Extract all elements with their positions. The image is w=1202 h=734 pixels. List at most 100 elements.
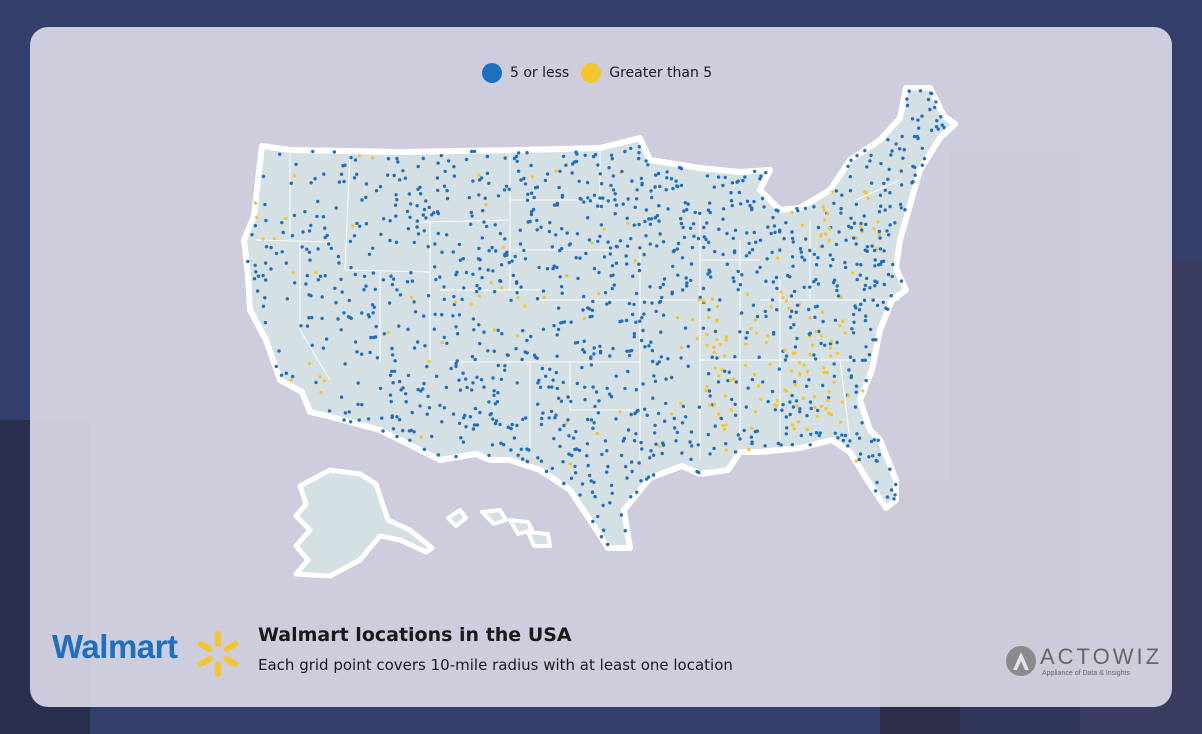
location-dot-low (284, 371, 288, 375)
location-dot-low (871, 298, 875, 302)
location-dot-low (775, 286, 779, 291)
location-dot-low (721, 252, 725, 257)
location-dot-low (473, 357, 477, 362)
location-dot-low (639, 440, 643, 445)
location-dot-low (370, 303, 375, 307)
location-dot-low (334, 301, 338, 305)
location-dot-low (454, 361, 458, 366)
location-dot-low (773, 230, 777, 235)
location-dot-low (347, 298, 351, 303)
location-dot-low (661, 313, 666, 317)
location-dot-low (333, 286, 337, 290)
location-dot-low (752, 230, 756, 235)
location-dot-low (626, 428, 631, 432)
location-dot-low (808, 285, 812, 289)
location-dot-low (558, 427, 562, 432)
location-dot-low (878, 236, 882, 240)
location-dot-low (666, 357, 670, 361)
location-dot-low (689, 457, 693, 461)
location-dot-high (829, 354, 833, 358)
location-dot-low (770, 389, 775, 394)
location-dot-low (591, 299, 595, 304)
location-dot-low (686, 202, 690, 206)
location-dot-low (381, 217, 386, 221)
location-dot-low (598, 234, 602, 238)
location-dot-low (854, 384, 859, 388)
location-dot-low (763, 309, 767, 314)
location-dot-low (355, 350, 359, 354)
location-dot-low (353, 272, 357, 277)
location-dot-high (370, 156, 375, 160)
location-dot-low (347, 410, 351, 414)
location-dot-low (626, 369, 630, 374)
location-dot-low (529, 163, 533, 168)
location-dot-low (614, 203, 619, 207)
location-dot-low (255, 289, 260, 293)
location-dot-low (611, 273, 615, 277)
location-dot-low (737, 190, 742, 195)
location-dot-low (651, 453, 656, 457)
location-dot-low (587, 473, 592, 478)
location-dot-low (327, 242, 331, 246)
location-dot-low (817, 433, 821, 438)
location-dot-low (621, 439, 625, 443)
location-dot-low (805, 413, 809, 418)
location-dot-low (343, 411, 348, 415)
location-dot-low (865, 165, 869, 169)
location-dot-low (865, 245, 870, 249)
location-dot-low (835, 340, 839, 345)
location-dot-low (412, 346, 417, 350)
location-dot-low (486, 349, 490, 353)
location-dot-low (308, 258, 312, 262)
alaska (293, 467, 435, 579)
location-dot-high (724, 335, 729, 339)
location-dot-low (820, 244, 824, 248)
location-dot-low (366, 417, 371, 421)
location-dot-low (432, 211, 436, 215)
location-dot-low (570, 171, 574, 175)
location-dot-high (808, 316, 812, 320)
location-dot-low (800, 255, 804, 259)
location-dot-low (643, 345, 647, 349)
location-dot-low (789, 326, 793, 330)
location-dot-low (481, 209, 485, 213)
location-dot-low (597, 270, 601, 275)
location-dot-low (408, 438, 412, 442)
location-dot-low (929, 128, 934, 132)
location-dot-low (782, 236, 786, 241)
location-dot-low (574, 256, 578, 260)
location-dot-low (491, 417, 495, 421)
location-dot-high (792, 427, 796, 431)
location-dot-low (555, 386, 559, 391)
location-dot-low (566, 395, 570, 399)
location-dot-low (733, 450, 738, 454)
location-dot-low (926, 97, 931, 102)
location-dot-high (801, 396, 805, 400)
location-dot-low (863, 283, 868, 288)
location-dot-high (261, 237, 265, 241)
location-dot-low (399, 388, 403, 392)
location-dot-low (461, 257, 465, 261)
location-dot-low (770, 298, 775, 302)
location-dot-low (557, 396, 561, 400)
location-dot-low (339, 395, 344, 399)
location-dot-low (634, 291, 639, 296)
location-dot-high (784, 299, 789, 303)
location-dot-low (738, 437, 742, 441)
location-dot-high (757, 384, 761, 388)
location-dot-high (854, 236, 859, 240)
location-dot-low (521, 417, 525, 422)
location-dot-low (599, 535, 604, 539)
location-dot-low (878, 247, 883, 251)
location-dot-low (320, 316, 324, 321)
location-dot-high (427, 359, 431, 364)
location-dot-low (816, 225, 821, 230)
location-dot-high (825, 398, 830, 402)
location-dot-low (819, 341, 823, 346)
location-dot-low (727, 370, 731, 374)
location-dot-low (765, 257, 769, 261)
location-dot-low (661, 282, 665, 287)
location-dot-low (569, 399, 573, 404)
location-dot-low (573, 471, 578, 475)
location-dot-low (625, 476, 629, 480)
